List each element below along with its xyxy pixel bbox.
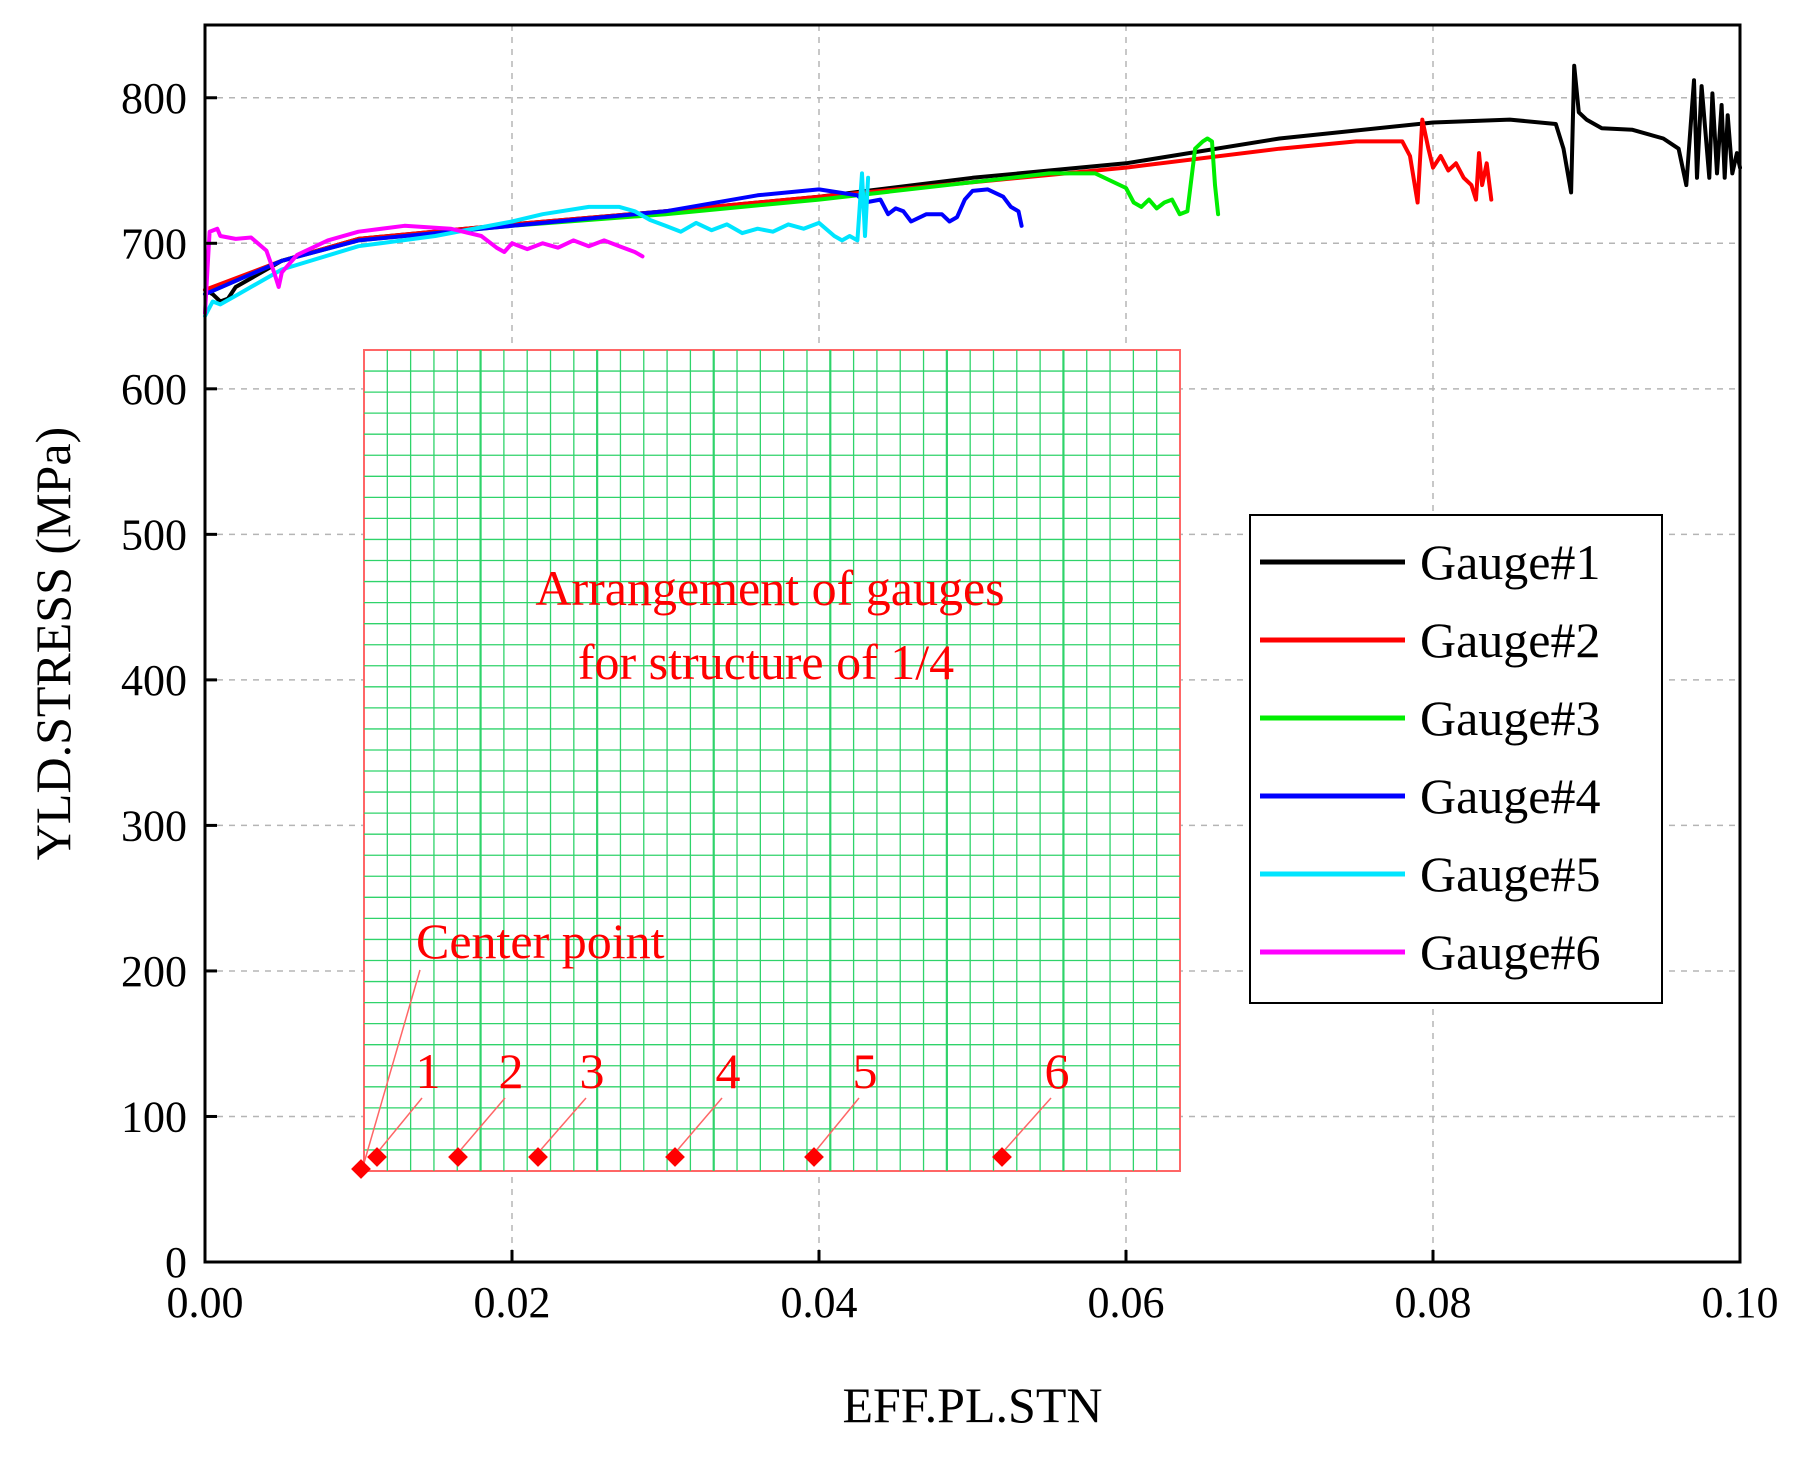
series-line-gauge-5	[203, 171, 871, 319]
series-line-gauge-6	[203, 223, 645, 316]
tick-labels: 0.00 0.02 0.04 0.06 0.08 0.10 0 100 200 300 400 500…	[121, 74, 1779, 1327]
gauge-marker	[804, 1147, 824, 1167]
gauge-label: 2	[499, 1043, 524, 1099]
x-tick-label: 0.08	[1395, 1278, 1472, 1327]
gauge-leader	[813, 1097, 860, 1154]
x-tick-label: 0.10	[1702, 1278, 1779, 1327]
x-axis-title: EFF.PL.STN	[843, 1377, 1103, 1433]
legend-label: Gauge#2	[1420, 612, 1601, 668]
legend-label: Gauge#5	[1420, 846, 1601, 902]
legend: Gauge#1 Gauge#2 Gauge#3 Gauge#4 Gauge#5 Gauge…	[1249, 514, 1663, 1004]
y-tick-label: 300	[121, 801, 187, 850]
gauge-leader	[457, 1097, 506, 1154]
y-axis-title: YLD.STRESS (MPa)	[25, 427, 81, 860]
y-tick-label: 500	[121, 510, 187, 559]
gauge-marker	[665, 1147, 685, 1167]
gauge-label: 4	[716, 1043, 741, 1099]
y-tick-label: 400	[121, 656, 187, 705]
legend-label: Gauge#4	[1420, 768, 1601, 824]
center-point-label: Center point	[416, 913, 665, 969]
legend-label: Gauge#3	[1420, 690, 1601, 746]
gauge-leader	[1001, 1097, 1052, 1154]
gauge-label: 1	[416, 1043, 441, 1099]
series-line-gauge-4	[203, 187, 1024, 297]
series-line-gauge-2	[203, 117, 1494, 292]
x-tick-label: 0.00	[167, 1278, 244, 1327]
gauge-label: 5	[853, 1043, 878, 1099]
x-tick-label: 0.06	[1088, 1278, 1165, 1327]
center-point-leader	[361, 969, 421, 1171]
y-tick-label: 700	[121, 219, 187, 268]
y-tick-label: 600	[121, 365, 187, 414]
gauge-label: 3	[580, 1043, 605, 1099]
center-point-marker	[351, 1159, 371, 1179]
axis-ticks	[203, 96, 1742, 1264]
plot-frame	[203, 23, 1742, 1264]
y-tick-label: 800	[121, 74, 187, 123]
inset-title-line1: Arrangement of gauges	[535, 560, 1004, 616]
gauge-label: 6	[1045, 1043, 1070, 1099]
inset-panel	[363, 349, 1181, 1172]
x-tick-label: 0.04	[781, 1278, 858, 1327]
y-tick-label: 0	[165, 1238, 187, 1287]
inset-title-line2: for structure of 1/4	[578, 634, 954, 690]
gauge-leader	[674, 1097, 723, 1154]
y-tick-label: 200	[121, 947, 187, 996]
legend-box	[1249, 514, 1663, 1004]
legend-label: Gauge#6	[1420, 924, 1601, 980]
gauge-marker	[367, 1147, 387, 1167]
gauge-marker	[528, 1147, 548, 1167]
x-tick-label: 0.02	[474, 1278, 551, 1327]
gauge-marker	[992, 1147, 1012, 1167]
gauge-arrangement-inset: Arrangement of gauges for structure of 1/…	[351, 349, 1181, 1179]
legend-label: Gauge#1	[1420, 534, 1601, 590]
y-tick-label: 100	[121, 1092, 187, 1141]
series-layer	[203, 63, 1742, 319]
gauge-leader	[537, 1097, 587, 1154]
gauge-marker	[448, 1147, 468, 1167]
gauge-leader	[376, 1097, 423, 1154]
series-line-gauge-3	[203, 136, 1221, 297]
